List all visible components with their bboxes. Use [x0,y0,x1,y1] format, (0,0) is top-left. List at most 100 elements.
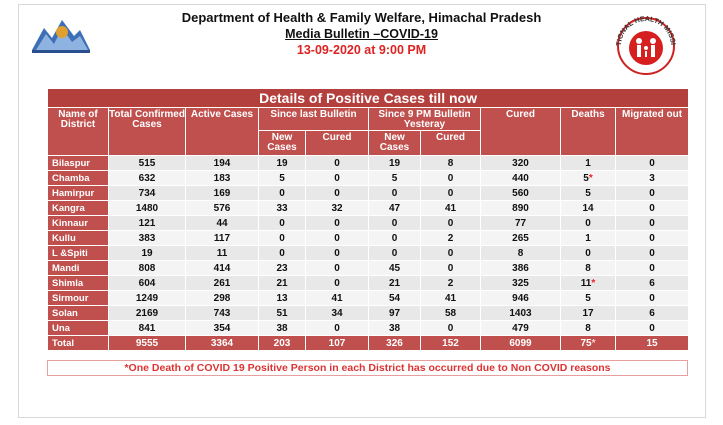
cell: 0 [560,215,616,231]
cell: 890 [480,200,561,216]
cell: 414 [185,260,259,276]
total-cell: 203 [258,335,306,351]
cell: 121 [108,215,186,231]
cell: 0 [305,170,369,186]
frame [18,4,706,418]
caption: Details of Positive Cases till now [46,88,690,108]
total-label: Total [47,335,109,351]
cell: 5 [560,185,616,201]
cell: 0 [258,185,306,201]
cell: 5 [368,170,421,186]
cell: 515 [108,155,186,171]
cell: 298 [185,290,259,306]
cell: 0 [614,320,690,336]
total-cell: 9555 [108,335,186,351]
cell: 117 [185,230,259,246]
cell: 8 [560,260,616,276]
nhm-logo: NATIONAL HEALTH MISSION [604,8,676,75]
column-header: Since last Bulletin [258,107,369,131]
district-row: Kangra 1480 576 33 32 47 41 890 14 0 [47,200,690,216]
cell: 38 [368,320,421,336]
column-header: Deaths [560,107,616,156]
cell: 560 [480,185,561,201]
cell: 0 [614,185,690,201]
district-row: Solan 2169 743 51 34 97 58 1403 17 6 [47,305,690,321]
subtitle: Media Bulletin –COVID-19 [285,27,438,41]
district-name: Una [47,320,109,336]
cases-table: Details of Positive Cases till now Name o… [46,88,690,351]
cell: 0 [614,290,690,306]
column-header: Cured [480,107,561,156]
cell: 1403 [480,305,561,321]
cell: 11* [560,275,616,291]
cell: 51 [258,305,306,321]
cell: 6 [614,305,690,321]
district-row: Sirmour 1249 298 13 41 54 41 946 5 0 [47,290,690,306]
header: Department of Health & Family Welfare, H… [0,10,723,57]
cell: 11 [185,245,259,261]
cell: 0 [368,185,421,201]
cell: 32 [305,200,369,216]
cell: 1249 [108,290,186,306]
cell: 14 [560,200,616,216]
caption-row: Details of Positive Cases till now [46,88,690,108]
header-row: Name of District Total Confirmed Cases Act… [47,107,690,156]
cell: 8 [560,320,616,336]
cell: 17 [560,305,616,321]
cell: 97 [368,305,421,321]
title: Department of Health & Family Welfare, H… [181,10,542,25]
cell: 41 [305,290,369,306]
district-row: Mandi 808 414 23 0 45 0 386 8 0 [47,260,690,276]
cell: 47 [368,200,421,216]
district-name: Mandi [47,260,109,276]
cell: 734 [108,185,186,201]
cell: 21 [258,275,306,291]
cell: 45 [368,260,421,276]
cell: 0 [420,215,481,231]
cell: 946 [480,290,561,306]
district-row: L &Spiti 19 11 0 0 0 0 8 0 0 [47,245,690,261]
cell: 808 [108,260,186,276]
cell: 3 [614,170,690,186]
cell: 0 [614,245,690,261]
district-name: Solan [47,305,109,321]
cell: 58 [420,305,481,321]
cell: 183 [185,170,259,186]
column-header: Since 9 PM Bulletin Yesteray [368,107,481,131]
cell: 0 [614,215,690,231]
cell: 354 [185,320,259,336]
cell: 743 [185,305,259,321]
cell: 2169 [108,305,186,321]
cell: 19 [258,155,306,171]
hp-emblem [32,20,90,53]
cell: 0 [420,185,481,201]
column-header: Total Confirmed Cases [108,107,186,156]
district-row: Kullu 383 117 0 0 0 2 265 1 0 [47,230,690,246]
district-name: Sirmour [47,290,109,306]
cell: 8 [420,155,481,171]
district-name: Shimla [47,275,109,291]
column-header: Migrated out [614,107,690,156]
cell: 5* [560,170,616,186]
total-cell: 152 [420,335,481,351]
cell: 44 [185,215,259,231]
cell: 54 [368,290,421,306]
cell: 6 [614,275,690,291]
date: 13-09-2020 at 9:00 PM [296,43,427,57]
cell: 0 [614,230,690,246]
cell: 0 [305,215,369,231]
cell: 0 [614,260,690,276]
cell: 0 [560,245,616,261]
district-row: Chamba 632 183 5 0 5 0 440 5* 3 [47,170,690,186]
cell: 19 [108,245,186,261]
cell: 34 [305,305,369,321]
district-name: Kangra [47,200,109,216]
cell: 21 [368,275,421,291]
cell: 1 [560,155,616,171]
total-cell: 75* [560,335,616,351]
cell: 383 [108,230,186,246]
cell: 632 [108,170,186,186]
cell: 576 [185,200,259,216]
total-cell: 107 [305,335,369,351]
district-row: Una 841 354 38 0 38 0 479 8 0 [47,320,690,336]
